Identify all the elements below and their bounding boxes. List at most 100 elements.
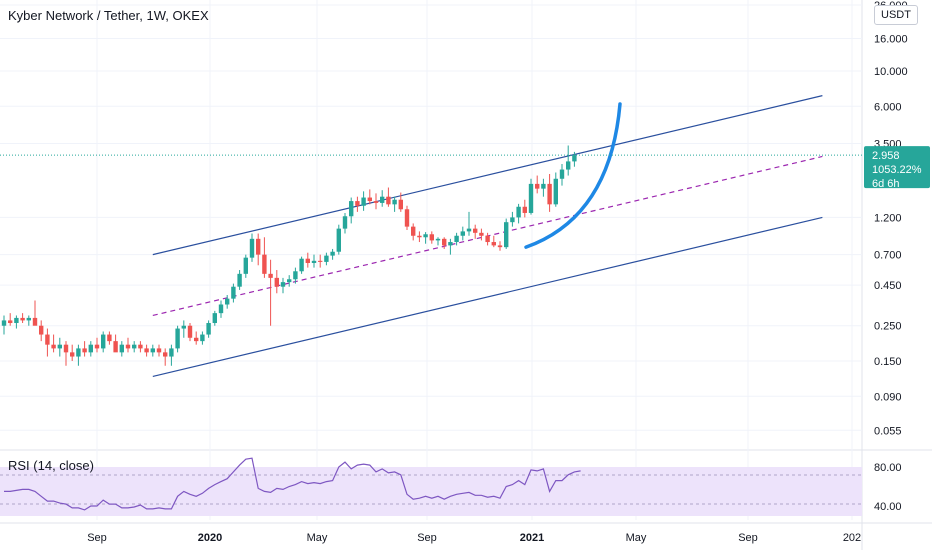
price-badge-value: 2.958: [872, 150, 900, 162]
candle-body: [206, 323, 211, 335]
candle-body: [454, 235, 459, 243]
price-badge-countdown: 6d 6h: [872, 178, 900, 190]
currency-button[interactable]: USDT: [874, 5, 918, 25]
candle-body: [243, 257, 248, 274]
candle-body: [423, 234, 428, 238]
candle-body: [522, 206, 527, 213]
candle-body: [541, 183, 546, 189]
candle-body: [280, 282, 286, 287]
candle-body: [547, 183, 552, 205]
candle-body: [510, 217, 515, 223]
candle-body: [212, 313, 217, 324]
candle-body: [367, 197, 372, 202]
y-tick-label: 0.090: [874, 391, 902, 403]
candle-body: [559, 169, 565, 179]
candle-layer: [1, 145, 577, 366]
x-tick-label: 2021: [520, 532, 544, 544]
candle-body: [553, 178, 558, 205]
candle-body: [293, 271, 298, 280]
candle-body: [497, 245, 503, 248]
rsi-line: [4, 457, 581, 511]
candle-body: [380, 196, 385, 203]
candle-body: [225, 298, 230, 305]
candle-body: [473, 228, 478, 233]
candle-body: [299, 258, 304, 272]
y-tick-label: 6.000: [874, 101, 902, 113]
candle-body: [163, 352, 168, 357]
rsi-band: [0, 467, 862, 516]
candle-body: [26, 317, 31, 321]
candle-body: [94, 344, 100, 349]
candle-body: [138, 344, 143, 349]
candle-body: [311, 260, 317, 264]
candle-body: [8, 320, 13, 324]
candle-body: [448, 242, 453, 246]
candle-body: [175, 328, 180, 349]
candle-body: [187, 325, 193, 338]
rsi-layer: [0, 457, 862, 516]
candle-body: [82, 348, 87, 353]
y-tick-label: 0.700: [874, 250, 902, 262]
candle-body: [20, 317, 25, 321]
candle-body: [386, 196, 391, 205]
y-tick-label: 1.200: [874, 212, 902, 224]
candle-body: [125, 344, 131, 349]
y-tick-label: 10.000: [874, 66, 908, 78]
price-badge-change: 1053.22%: [872, 164, 922, 176]
rsi-tick-label: 80.00: [874, 462, 902, 474]
candle-body: [435, 238, 441, 241]
candle-body: [237, 273, 242, 287]
candle-body: [442, 238, 447, 246]
candle-body: [572, 155, 577, 162]
candle-body: [45, 334, 50, 345]
candle-body: [411, 226, 416, 236]
candle-body: [361, 197, 366, 206]
candle-body: [535, 183, 540, 189]
candle-body: [144, 348, 149, 353]
candle-body: [256, 238, 261, 255]
candle-body: [528, 183, 534, 213]
candle-body: [392, 199, 397, 205]
candle-body: [119, 344, 124, 353]
chart-title: Kyber Network / Tether, 1W, OKEX: [8, 8, 209, 23]
candle-body: [491, 242, 496, 246]
candle-body: [150, 348, 155, 353]
candle-body: [194, 337, 199, 342]
candle-body: [485, 235, 490, 243]
y-tick-label: 0.450: [874, 280, 902, 292]
overlay-layer: 2.958 1053.22% 6d 6h: [0, 146, 930, 190]
candle-body: [57, 344, 62, 349]
rsi-tick-label: 40.00: [874, 501, 902, 513]
x-tick-label: Sep: [417, 532, 437, 544]
candle-body: [107, 334, 112, 342]
candle-body: [70, 352, 75, 357]
candle-body: [218, 304, 224, 314]
x-tick-label: Sep: [87, 532, 107, 544]
candle-body: [479, 232, 484, 236]
candle-body: [349, 201, 354, 217]
candle-body: [231, 286, 236, 299]
candle-body: [318, 260, 323, 262]
candle-body: [200, 334, 205, 342]
candle-body: [51, 344, 56, 349]
candle-body: [566, 161, 571, 170]
candle-body: [63, 344, 69, 353]
channel-upper-line: [152, 95, 823, 256]
rsi-title: RSI (14, close): [8, 458, 94, 473]
parabolic-curve: [524, 102, 622, 249]
x-tick-label: May: [626, 532, 647, 544]
candle-body: [113, 341, 118, 353]
candle-body: [466, 228, 472, 232]
y-tick-label: 0.055: [874, 425, 902, 437]
candle-body: [1, 320, 7, 326]
candle-body: [249, 238, 255, 258]
candle-body: [336, 228, 341, 252]
candle-body: [88, 344, 93, 353]
candle-body: [32, 317, 38, 326]
channel-lower-line: [152, 216, 823, 377]
candle-body: [14, 317, 19, 324]
candle-body: [39, 325, 44, 335]
